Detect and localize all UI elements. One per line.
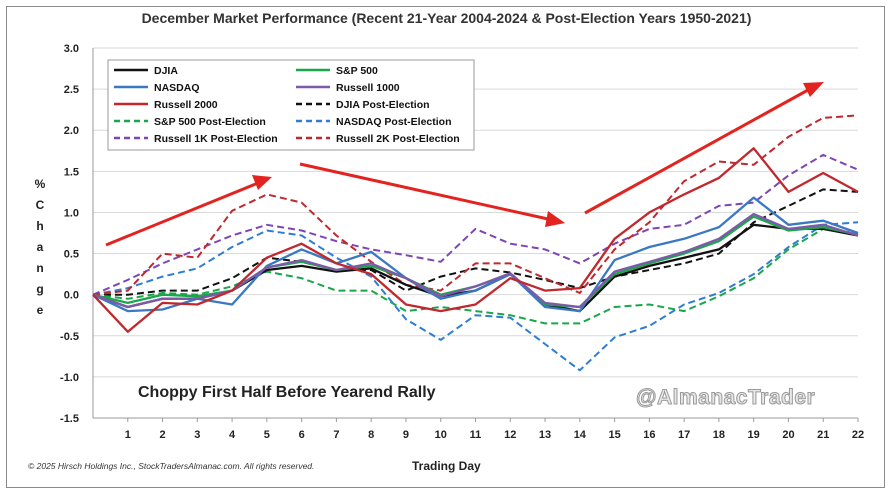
y-axis-label-letter: e	[37, 303, 44, 317]
legend-label-djia: DJIA	[154, 65, 178, 77]
legend-label-s-p-500-post-election: S&P 500 Post-Election	[154, 116, 266, 128]
x-tick-label: 20	[782, 429, 794, 441]
series-layer	[92, 114, 859, 372]
x-tick-label: 19	[748, 429, 760, 441]
x-tick-label: 8	[368, 429, 374, 441]
trend-arrow-down	[299, 162, 549, 221]
series-line-djia-post-election	[93, 188, 859, 296]
series-line-russell-1000	[92, 212, 859, 309]
x-tick-label: 4	[229, 429, 236, 441]
x-tick-label: 6	[299, 429, 305, 441]
y-tick-label: 1.0	[64, 207, 79, 219]
copyright-notice: © 2025 Hirsch Holdings Inc., StockTrader…	[28, 461, 315, 471]
y-tick-label: -0.5	[60, 331, 79, 343]
y-axis-label-letter: n	[36, 261, 43, 275]
chart-annotation: Choppy First Half Before Yearend Rally	[138, 384, 436, 401]
series-line-russell-2000	[92, 147, 859, 333]
series-line-russell-1k-post-election	[92, 153, 859, 296]
chart-title: December Market Performance (Recent 21-Y…	[141, 10, 752, 26]
trend-arrows	[105, 82, 824, 247]
legend-label-russell-2k-post-election: Russell 2K Post-Election	[336, 133, 460, 145]
y-tick-label: 2.5	[64, 84, 79, 96]
x-tick-label: 1	[125, 429, 131, 441]
x-tick-label: 5	[264, 429, 270, 441]
x-tick-label: 22	[852, 429, 864, 441]
y-tick-label: 0.5	[64, 249, 79, 261]
trend-arrow-down-head	[545, 211, 565, 227]
x-tick-label: 12	[504, 429, 516, 441]
series-line-nasdaq	[92, 196, 859, 313]
legend: DJIA S&P 500 NASDAQ Russell 1000 Russell 200…	[107, 59, 475, 151]
series-line-s-p-500-post-election	[92, 227, 859, 325]
y-tick-label: 3.0	[64, 43, 79, 55]
axis-layer: 3.02.52.01.51.00.50.0-0.5-1.0-1.51 2 3 4 5 6 7…	[35, 43, 864, 441]
x-tick-label: 2	[159, 429, 165, 441]
y-tick-label: 1.5	[64, 166, 79, 178]
x-tick-label: 17	[678, 429, 690, 441]
legend-label-s-p-500: S&P 500	[336, 65, 378, 77]
y-axis-label-letter: C	[36, 198, 45, 212]
y-axis-label-letter: h	[36, 219, 43, 233]
x-tick-label: 11	[470, 429, 482, 441]
series-line-nasdaq-post-election	[92, 221, 859, 372]
x-tick-label: 14	[574, 429, 587, 441]
x-tick-label: 10	[435, 429, 447, 441]
y-axis-label-letter: g	[36, 282, 43, 296]
series-line-russell-2k-post-election	[92, 114, 859, 296]
trend-arrow-up-2	[584, 88, 809, 215]
legend-label-russell-1000: Russell 1000	[336, 82, 400, 94]
trend-arrow-up-1	[105, 181, 259, 247]
x-tick-label: 18	[713, 429, 725, 441]
legend-label-djia-post-election: DJIA Post-Election	[336, 99, 430, 111]
x-axis-label: Trading Day	[412, 459, 481, 473]
x-tick-label: 9	[403, 429, 409, 441]
watermark: @AlmanacTrader	[635, 386, 816, 410]
legend-label-russell-1k-post-election: Russell 1K Post-Election	[154, 133, 278, 145]
x-tick-label: 16	[643, 429, 655, 441]
legend-label-russell-2000: Russell 2000	[154, 99, 218, 111]
y-tick-label: 0.0	[64, 290, 79, 302]
x-tick-label: 13	[539, 429, 551, 441]
y-tick-label: -1.0	[60, 372, 79, 384]
y-axis-label-letter: %	[35, 177, 46, 191]
trend-arrow-up-1-head	[252, 175, 272, 190]
y-axis-label-letter: a	[37, 240, 44, 254]
trend-arrow-up-2-head	[803, 82, 824, 97]
x-tick-label: 7	[333, 429, 339, 441]
y-tick-label: -1.5	[60, 413, 79, 425]
legend-label-nasdaq: NASDAQ	[154, 82, 200, 94]
legend-label-nasdaq-post-election: NASDAQ Post-Election	[336, 116, 452, 128]
x-tick-label: 21	[817, 429, 829, 441]
x-tick-label: 3	[194, 429, 200, 441]
x-tick-label: 15	[608, 429, 620, 441]
legend-box	[107, 59, 475, 151]
y-tick-label: 2.0	[64, 125, 79, 137]
